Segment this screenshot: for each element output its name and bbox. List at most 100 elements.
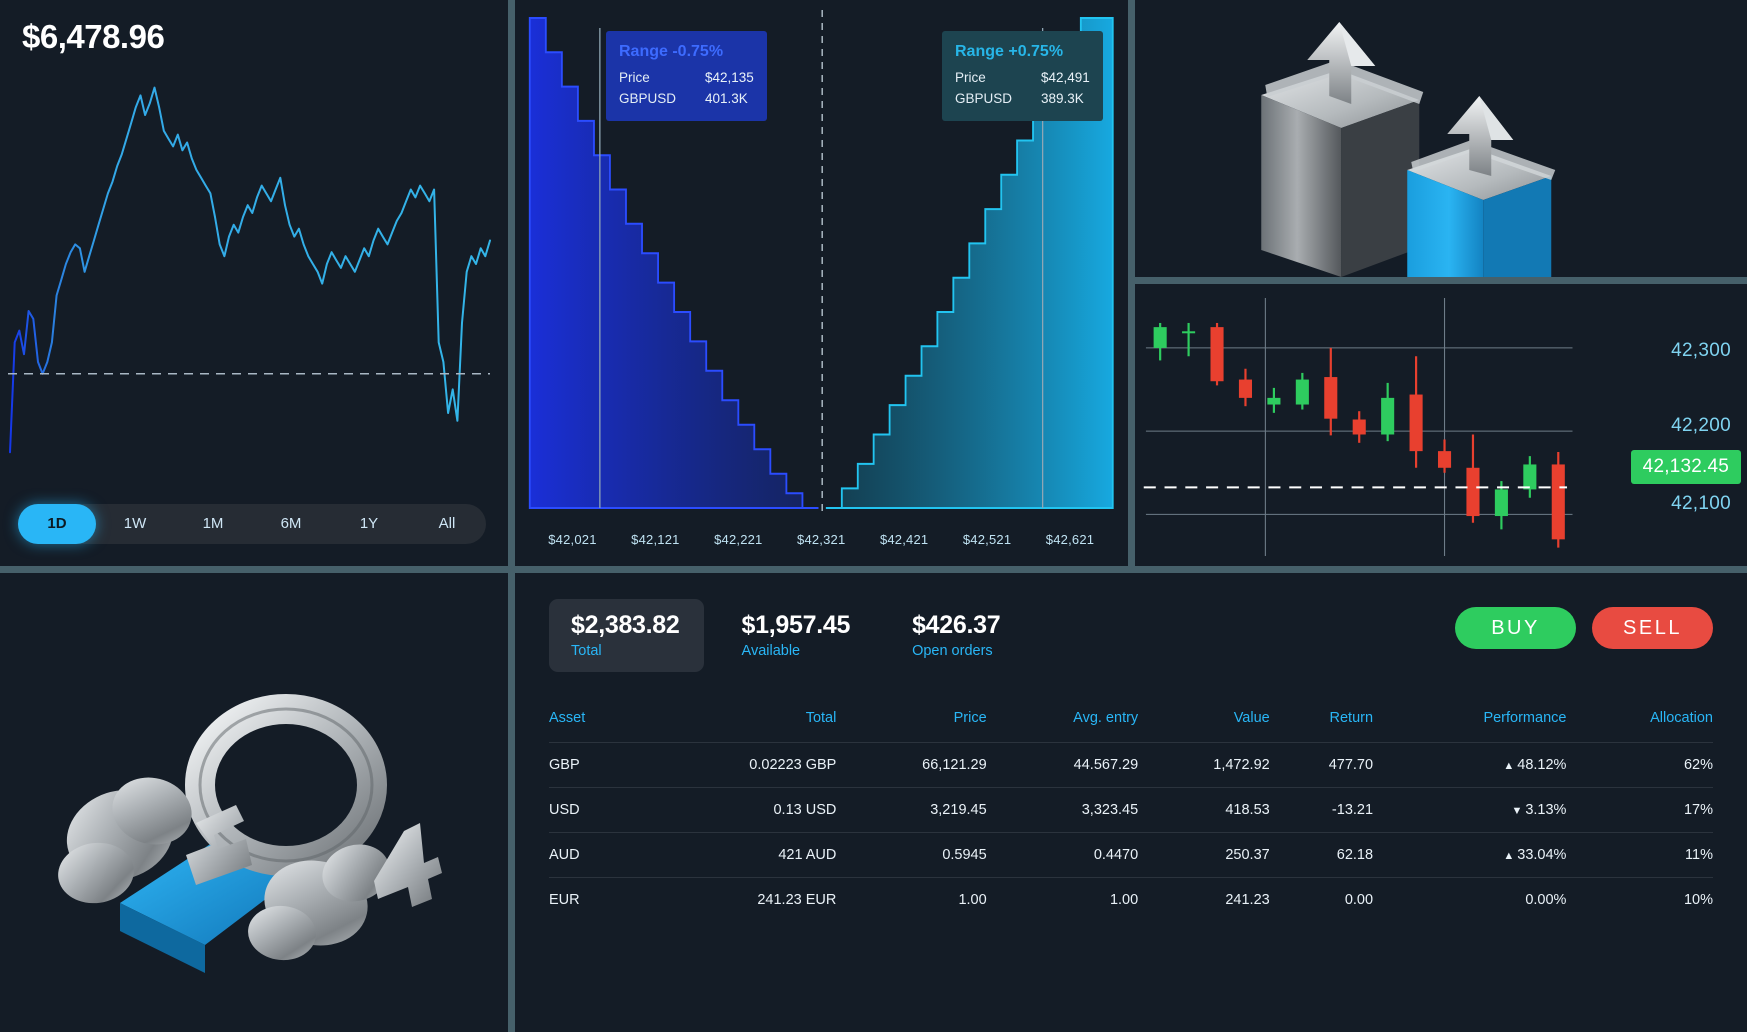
triangle-up-icon: ▲ [1503,760,1515,772]
candlestick-chart [1143,298,1572,556]
trade-actions: BUY SELL [1455,599,1713,649]
return-cell: 0.00 [1269,877,1374,922]
performance-cell: ▲ 33.04% [1373,832,1567,878]
bid-tooltip: Range -0.75% Price $42,135 GBPUSD 401.3K [606,31,767,121]
depth-tick-0: $42,021 [548,532,597,547]
return-cell: -13.21 [1269,787,1374,833]
up-arrow-small [1446,96,1513,176]
col-avg-entry[interactable]: Avg. entry [1073,710,1139,726]
avg-entry-cell: 0.4470 [986,832,1139,878]
depth-tick-2: $42,221 [714,532,763,547]
candle-price-label-42300: 42,300 [1671,340,1731,361]
total-cell: 0.02223 GBP [633,742,837,788]
current-price-badge: 42,132.45 [1630,450,1741,484]
total-cell: 0.13 USD [633,787,837,833]
value-cell: 241.23 [1138,877,1270,922]
bid-price-value: $42,135 [705,69,754,85]
bid-volume-key: GBPUSD [619,90,677,106]
total-cell: 241.23 EUR [633,877,837,922]
candle-price-label-42200: 42,200 [1671,415,1731,436]
timerange-1d[interactable]: 1D [18,504,96,544]
buy-button[interactable]: BUY [1455,607,1576,649]
performance-cell: 0.00% [1373,877,1567,922]
stat-available-value: $1,957.45 [741,611,851,639]
table-row[interactable]: AUD 421 AUD 0.5945 0.4470 250.37 62.18 ▲ 33.04%… [549,832,1713,878]
depth-tick-3: $42,321 [797,532,846,547]
depth-tick-1: $42,121 [631,532,680,547]
price-sparkline-panel: $6,478.96 1D 1W 1M 6M 1Y All [0,0,508,566]
depth-tick-5: $42,521 [962,532,1012,547]
page-title: $6,478.96 [22,18,165,55]
bid-depth-area [528,17,819,509]
coins-artwork [58,694,442,973]
up-arrow-silver [1306,22,1375,104]
triangle-up-icon: ▲ [1503,850,1515,862]
col-allocation[interactable]: Allocation [1650,710,1713,726]
col-return[interactable]: Return [1329,710,1374,726]
orderbook-depth-panel: Range -0.75% Price $42,135 GBPUSD 401.3K… [515,0,1128,566]
price-cell: 3,219.45 [836,787,987,833]
depth-tick-6: $42,621 [1045,532,1095,547]
col-total[interactable]: Total [805,710,837,726]
col-asset[interactable]: Asset [549,710,586,726]
stat-total: $2,383.82 Total [549,599,704,672]
candlestick-series [1153,322,1565,548]
allocation-cell: 10% [1566,877,1713,922]
allocation-cell: 11% [1566,832,1713,878]
sparkline-chart [8,86,491,454]
coin-cluster-right [248,844,390,961]
assets-table: Asset Total Price Avg. entry Value Retur… [549,710,1713,922]
portfolio-panel: $2,383.82 Total $1,957.45 Available $426… [515,573,1747,1032]
stat-open-orders-value: $426.37 [912,611,1001,639]
coins-illustration-panel [0,573,508,1032]
asset-cell: GBP [549,742,634,788]
bid-price-key: Price [619,69,650,85]
total-cell: 421 AUD [633,832,837,878]
col-value[interactable]: Value [1233,710,1270,726]
candle-price-label-42100: 42,100 [1671,493,1731,514]
portfolio-summary: $2,383.82 Total $1,957.45 Available $426… [549,599,1713,672]
timerange-1w[interactable]: 1W [123,515,147,532]
assets-table-header-row: Asset Total Price Avg. entry Value Retur… [549,710,1713,743]
avg-entry-cell: 1.00 [986,877,1139,922]
metallic-blocks-artwork [1260,22,1555,277]
ask-price-value: $42,491 [1041,69,1090,85]
table-row[interactable]: GBP 0.02223 GBP 66,121.29 44.567.29 1,472.92… [549,742,1713,788]
col-price[interactable]: Price [953,710,987,726]
timerange-1y[interactable]: 1Y [359,515,379,532]
timerange-6m[interactable]: 6M [280,515,302,532]
blue-block [1406,140,1555,277]
asset-cell: USD [549,787,634,833]
col-performance[interactable]: Performance [1483,710,1567,726]
asset-cell: EUR [549,877,634,922]
timerange-all[interactable]: All [438,515,456,532]
depth-x-axis: $42,021 $42,121 $42,221 $42,321 $42,421 … [515,532,1128,552]
return-cell: 62.18 [1269,832,1374,878]
price-cell: 1.00 [836,877,987,922]
bid-volume-value: 401.3K [705,90,748,106]
numeral-shapes [186,805,442,907]
coin-cluster-left [58,777,192,904]
performance-cell: ▼ 3.13% [1373,787,1567,833]
price-cell: 0.5945 [836,832,987,878]
ask-volume-key: GBPUSD [955,90,1013,106]
price-cell: 66,121.29 [836,742,987,788]
timerange-1m[interactable]: 1M [202,515,224,532]
value-cell: 418.53 [1138,787,1270,833]
stat-available: $1,957.45 Available [720,599,875,672]
ask-price-key: Price [955,69,986,85]
timerange-selector[interactable]: 1D 1W 1M 6M 1Y All [18,504,486,544]
candlestick-chart-panel: 42,300 42,200 42,132.45 42,100 [1134,284,1747,566]
depth-tick-4: $42,421 [879,532,929,547]
table-row[interactable]: EUR 241.23 EUR 1.00 1.00 241.23 0.00 0.00% 10% [549,877,1713,922]
ask-range-label: Range +0.75% [955,43,1064,60]
triangle-down-icon: ▼ [1511,805,1523,817]
metal-ring [185,694,387,876]
allocation-cell: 62% [1566,742,1713,788]
blue-slab-side [120,903,205,973]
sparkline-path [9,86,491,454]
sell-button[interactable]: SELL [1592,607,1713,649]
ask-tooltip: Range +0.75% Price $42,491 GBPUSD 389.3K [942,31,1103,121]
table-row[interactable]: USD 0.13 USD 3,219.45 3,323.45 418.53 -13.21 ▼… [549,787,1713,833]
